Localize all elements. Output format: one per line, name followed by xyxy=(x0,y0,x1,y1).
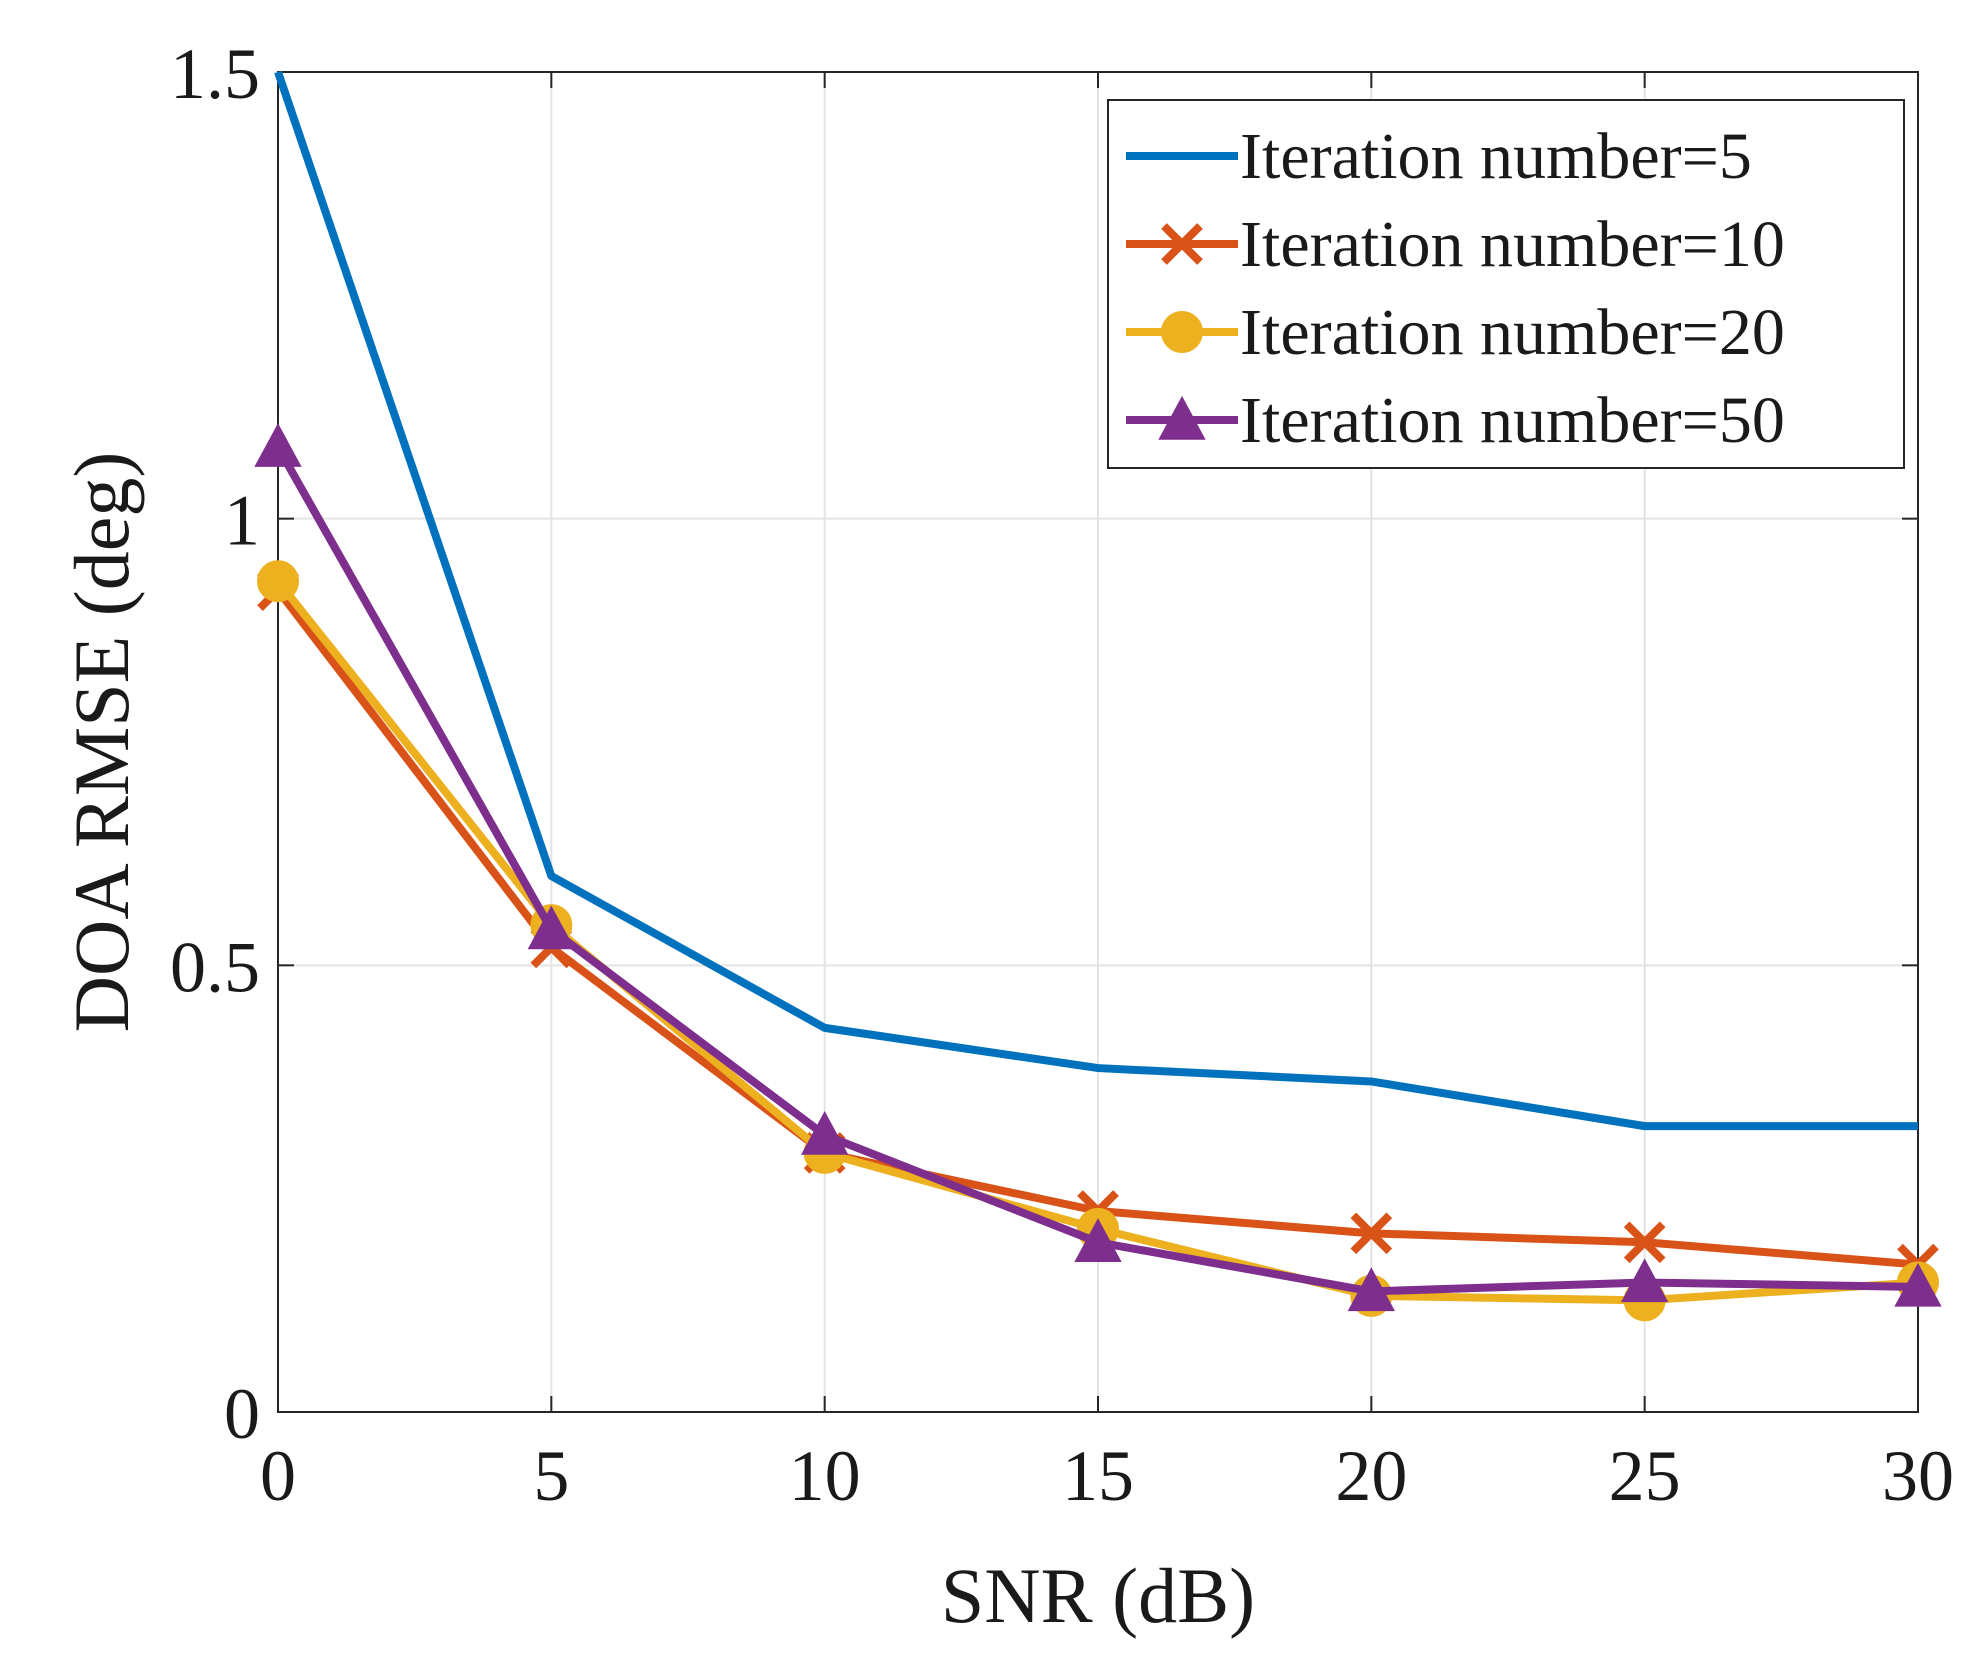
data-point xyxy=(1894,1262,1942,1307)
legend-entry: Iteration number=20 xyxy=(1126,296,1785,369)
x-tick-label: 5 xyxy=(533,1436,569,1516)
legend-swatch-marker xyxy=(1161,223,1203,265)
data-point xyxy=(257,560,299,603)
legend-label: Iteration number=50 xyxy=(1240,384,1785,457)
data-point xyxy=(800,1110,849,1155)
x-tick-label: 15 xyxy=(1062,1436,1134,1516)
series-line xyxy=(274,70,1918,1131)
series-layer xyxy=(254,70,1942,1322)
data-point xyxy=(1623,1221,1666,1264)
x-tick-label: 20 xyxy=(1335,1436,1407,1516)
y-tick-label: 1 xyxy=(224,481,260,561)
data-point xyxy=(254,423,302,467)
x-tick-label: 0 xyxy=(260,1436,296,1516)
legend-label: Iteration number=20 xyxy=(1240,296,1785,369)
data-point xyxy=(527,905,576,950)
legend-entry: Iteration number=50 xyxy=(1126,384,1785,457)
y-tick-label: 0.5 xyxy=(170,927,260,1007)
data-point xyxy=(1350,1212,1393,1255)
legend: Iteration number=5 Iteration number=10 Ite… xyxy=(1107,99,1905,469)
x-tick-label: 10 xyxy=(789,1436,861,1516)
data-point-stroke xyxy=(1350,1212,1393,1255)
legend-label: Iteration number=10 xyxy=(1240,208,1785,281)
legend-label: Iteration number=5 xyxy=(1240,120,1752,193)
x-tick-label: 30 xyxy=(1882,1436,1954,1516)
ticks: 0 5 10 15 20 25 30 0 0.5 1 1.5 xyxy=(170,34,1954,1516)
x-axis-label: SNR (dB) xyxy=(941,1552,1255,1639)
y-axis-label: DOA RMSE (deg) xyxy=(58,452,145,1033)
data-point xyxy=(1620,1258,1669,1303)
x-tick-label: 25 xyxy=(1609,1436,1681,1516)
legend-box xyxy=(1107,99,1905,469)
legend-swatch-marker-stroke xyxy=(1161,223,1203,265)
y-tick-label: 1.5 xyxy=(170,34,260,114)
series-1 xyxy=(274,70,1918,1131)
series-4 xyxy=(254,423,1942,1312)
legend-swatch-marker xyxy=(1161,311,1203,353)
data-point-stroke xyxy=(1623,1221,1666,1264)
data-point xyxy=(1074,1218,1122,1262)
legend-entry: Iteration number=5 xyxy=(1126,120,1752,193)
y-tick-label: 0 xyxy=(224,1374,260,1454)
data-point xyxy=(1347,1267,1396,1312)
legend-entry: Iteration number=10 xyxy=(1126,208,1785,281)
legend-swatch-marker xyxy=(1158,395,1206,440)
